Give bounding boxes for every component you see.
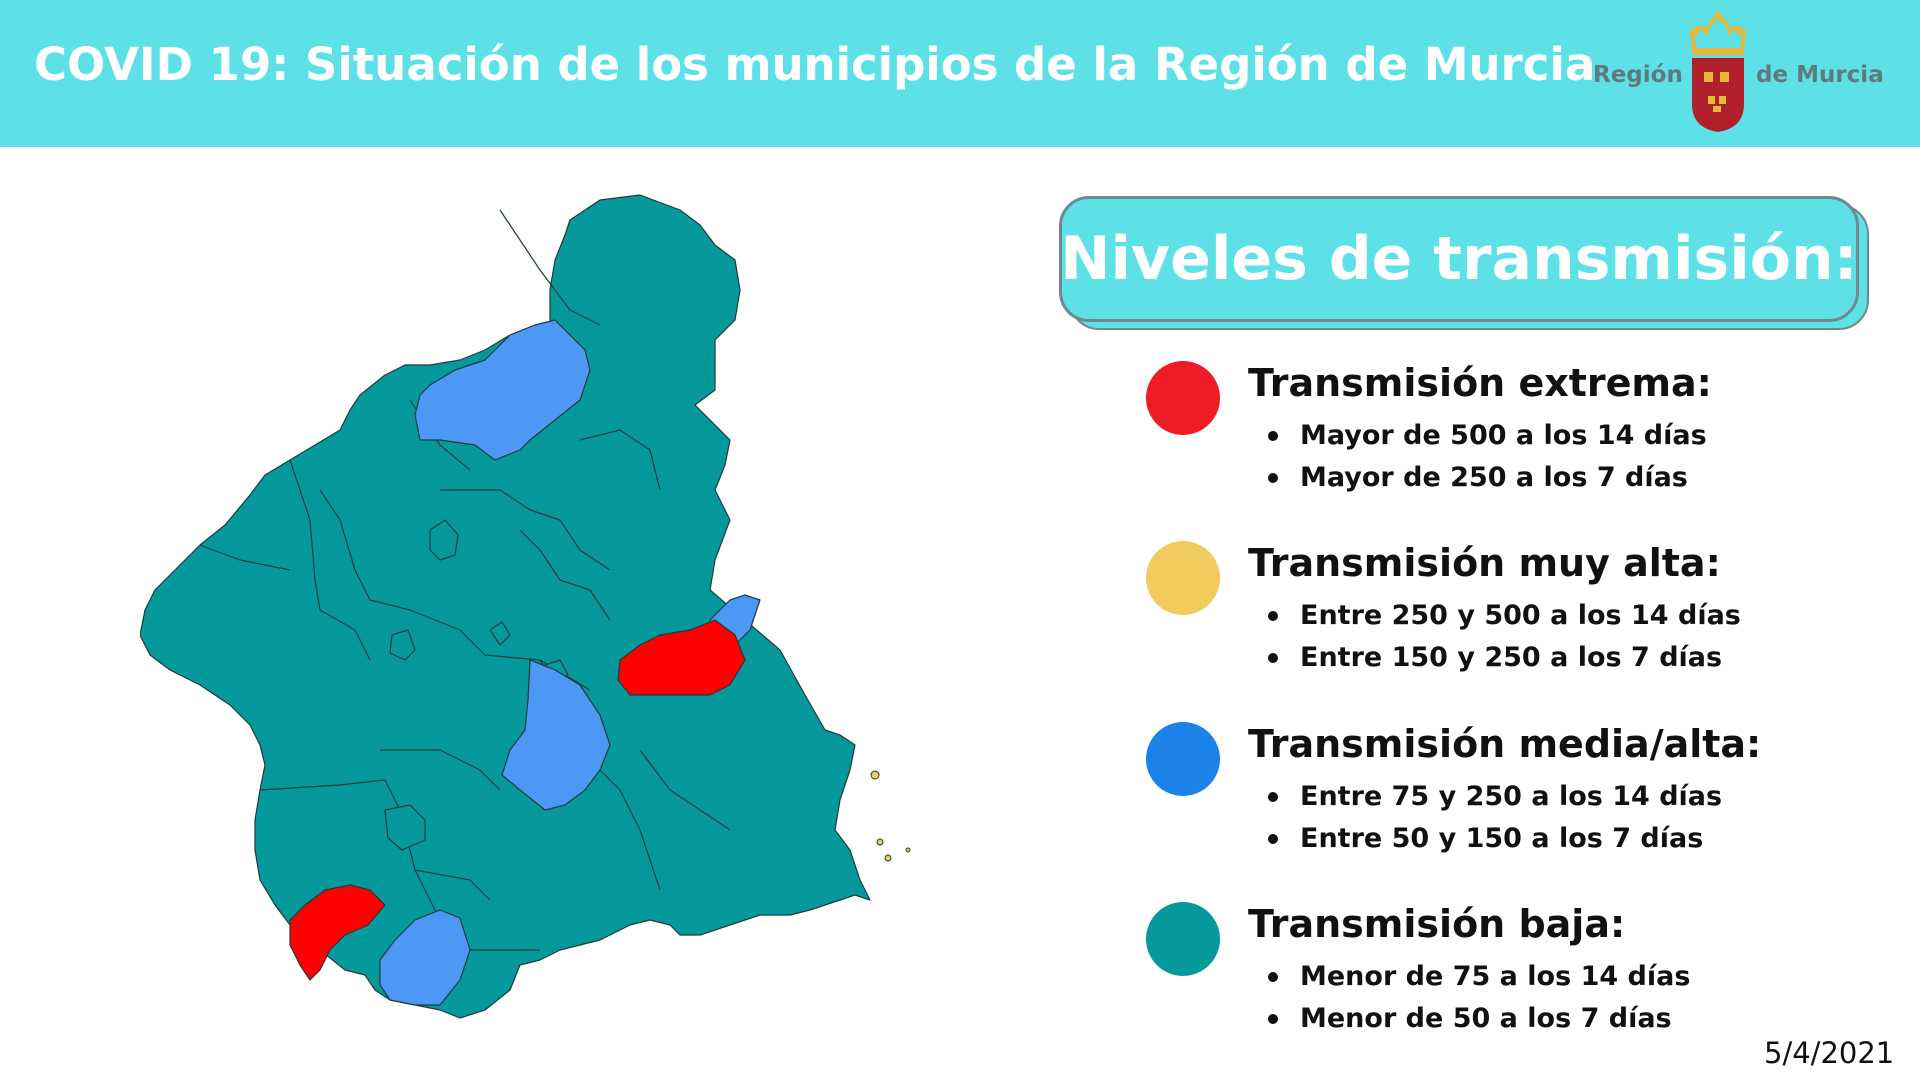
logo-text-murcia: de Murcia xyxy=(1756,62,1884,88)
bullet-icon xyxy=(1268,653,1278,663)
municipality-extrema xyxy=(617,619,746,696)
municipality-media-alta-2 xyxy=(501,659,611,811)
legend-lines: Entre 75 y 250 a los 14 días Entre 50 y … xyxy=(1268,776,1722,860)
bullet-icon xyxy=(1268,1014,1278,1024)
enclave xyxy=(429,519,459,561)
legend-line: Mayor de 250 a los 7 días xyxy=(1268,457,1707,499)
municipalities-map xyxy=(139,190,950,1040)
legend-heading: Transmisión media/alta: xyxy=(1248,722,1762,766)
municipality-borders xyxy=(199,209,731,951)
legend-line: Entre 250 y 500 a los 14 días xyxy=(1268,595,1741,637)
page-title: COVID 19: Situación de los municipios de… xyxy=(34,38,1596,91)
legend-lines: Entre 250 y 500 a los 14 días Entre 150 … xyxy=(1268,595,1741,679)
region-logo: Región de Murcia xyxy=(1588,10,1888,135)
legend-heading: Transmisión baja: xyxy=(1248,902,1626,946)
municipality-media-alta xyxy=(414,319,591,461)
coat-of-arms-icon xyxy=(1686,10,1750,132)
legend-line: Menor de 75 a los 14 días xyxy=(1268,956,1690,998)
header-bar: COVID 19: Situación de los municipios de… xyxy=(0,0,1920,147)
islet xyxy=(884,854,892,862)
bullet-icon xyxy=(1268,792,1278,802)
yellow-dot-icon xyxy=(1146,541,1220,615)
islet xyxy=(870,770,880,780)
legend-heading: Transmisión muy alta: xyxy=(1248,541,1721,585)
blue-dot-icon xyxy=(1146,722,1220,796)
region-outline xyxy=(139,194,871,1019)
bullet-icon xyxy=(1268,431,1278,441)
enclave xyxy=(489,621,511,646)
bullet-icon xyxy=(1268,834,1278,844)
legend-lines: Mayor de 500 a los 14 días Mayor de 250 … xyxy=(1268,415,1707,499)
municipality-extrema-2 xyxy=(289,884,386,981)
legend-line: Mayor de 500 a los 14 días xyxy=(1268,415,1707,457)
legend-line: Menor de 50 a los 7 días xyxy=(1268,998,1690,1040)
islet xyxy=(905,847,911,853)
bullet-icon xyxy=(1268,473,1278,483)
legend-lines: Menor de 75 a los 14 días Menor de 50 a … xyxy=(1268,956,1690,1040)
report-date: 5/4/2021 xyxy=(1764,1036,1895,1070)
bullet-icon xyxy=(1268,972,1278,982)
red-dot-icon xyxy=(1146,361,1220,435)
legend-line: Entre 150 y 250 a los 7 días xyxy=(1268,637,1741,679)
legend-heading: Transmisión extrema: xyxy=(1248,361,1712,405)
legend-title: Niveles de transmisión: xyxy=(1060,224,1858,294)
enclave xyxy=(389,629,416,661)
logo-text-region: Región xyxy=(1593,62,1683,88)
islet xyxy=(876,838,884,846)
bullet-icon xyxy=(1268,611,1278,621)
municipality-media-alta-4 xyxy=(379,909,471,1006)
legend-title-box: Niveles de transmisión: xyxy=(1059,196,1859,322)
enclave xyxy=(384,804,426,851)
legend-line: Entre 75 y 250 a los 14 días xyxy=(1268,776,1722,818)
teal-dot-icon xyxy=(1146,902,1220,976)
legend-line: Entre 50 y 150 a los 7 días xyxy=(1268,818,1722,860)
